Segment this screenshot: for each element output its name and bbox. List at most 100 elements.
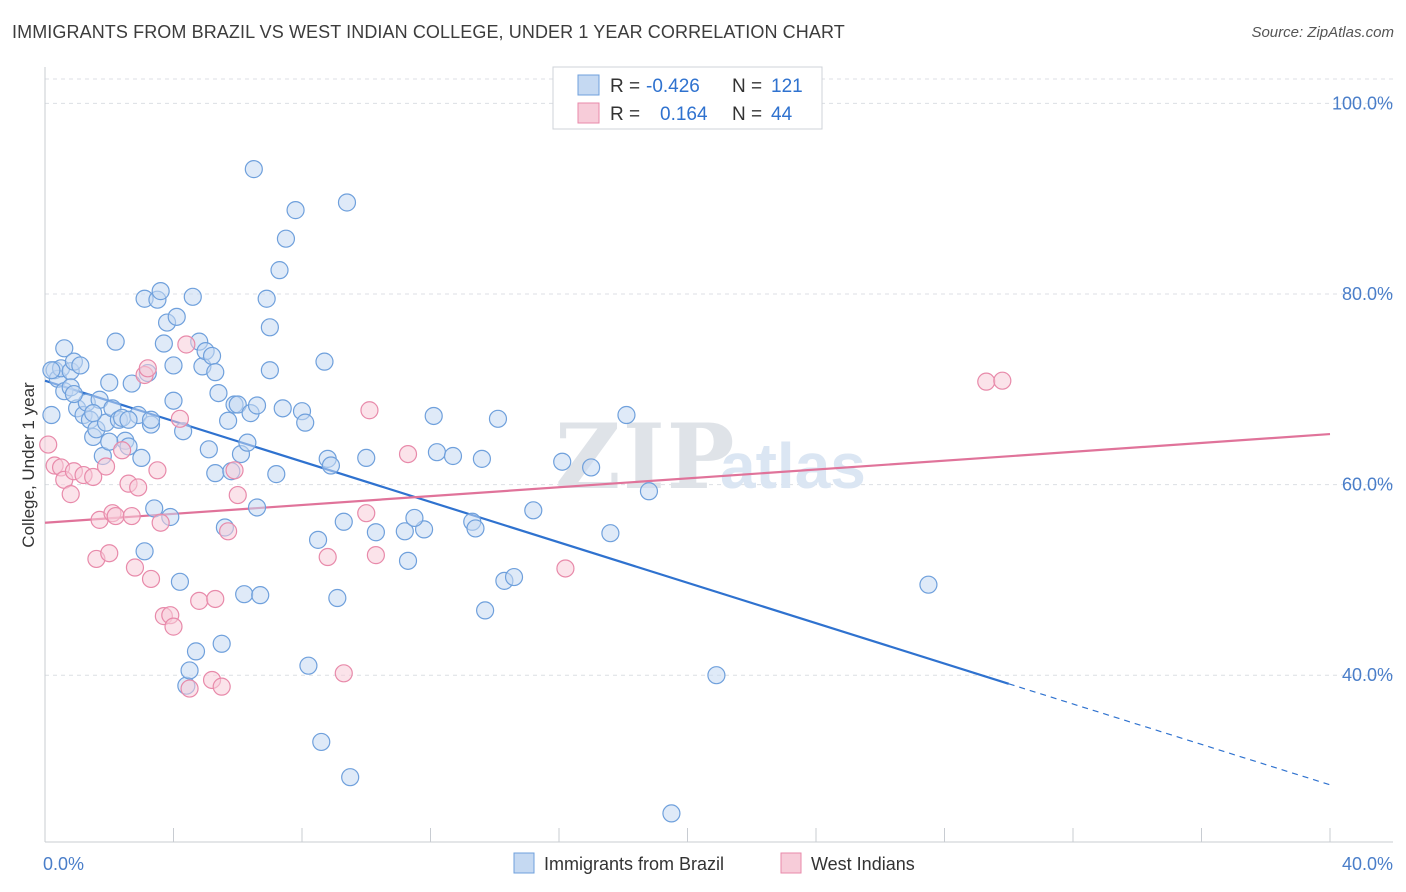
point-brazil [312, 732, 331, 752]
x-tick-label-min: 0.0% [43, 854, 84, 874]
point-west-indians [225, 461, 244, 480]
point-brazil [206, 464, 225, 483]
point-brazil [180, 661, 199, 680]
point-brazil [707, 666, 726, 685]
legend-n-label-1: N = [732, 76, 762, 97]
legend-swatch-west-indians [577, 102, 600, 124]
point-brazil [132, 448, 151, 468]
bottom-legend-swatch-brazil [513, 852, 535, 874]
point-west-indians [206, 589, 225, 609]
point-brazil [84, 404, 103, 423]
point-brazil [228, 395, 247, 414]
point-west-indians [190, 591, 209, 610]
point-brazil [398, 551, 418, 570]
point-brazil [106, 332, 125, 351]
point-brazil [186, 642, 206, 661]
point-brazil [170, 572, 190, 591]
y-tick-label: 60.0% [1342, 475, 1393, 495]
point-brazil [212, 634, 231, 653]
x-tick-label-max: 40.0% [1342, 854, 1393, 874]
point-brazil [202, 346, 222, 366]
point-brazil [238, 433, 257, 452]
point-west-indians [360, 401, 379, 420]
point-west-indians [993, 371, 1012, 390]
point-west-indians [170, 409, 190, 428]
axes [44, 67, 1393, 843]
point-brazil [100, 432, 119, 451]
point-brazil [247, 396, 267, 415]
point-brazil [219, 411, 238, 430]
point-west-indians [141, 569, 161, 589]
point-brazil [466, 519, 485, 538]
point-brazil [276, 229, 296, 248]
point-west-indians [177, 335, 196, 354]
point-brazil [337, 193, 357, 212]
point-brazil [524, 501, 543, 520]
point-brazil [247, 498, 267, 517]
point-brazil [164, 391, 183, 410]
legend-n-label-2: N = [732, 104, 762, 125]
point-west-indians [100, 544, 119, 563]
point-brazil [151, 282, 170, 301]
point-brazil [64, 384, 84, 404]
legend-r-label-2: R = [610, 104, 640, 125]
y-axis-label: College, Under 1 year [19, 382, 38, 548]
point-brazil [341, 768, 360, 787]
chart-title: IMMIGRANTS FROM BRAZIL VS WEST INDIAN CO… [12, 22, 845, 42]
bottom-legend-swatch-west-indians [780, 852, 802, 874]
point-brazil [334, 512, 353, 531]
point-brazil [183, 287, 202, 306]
point-brazil [267, 465, 286, 484]
point-brazil [315, 352, 334, 371]
point-brazil [119, 410, 138, 429]
y-tick-label: 40.0% [1342, 665, 1393, 685]
point-west-indians [112, 441, 132, 460]
point-west-indians [164, 617, 183, 636]
point-west-indians [96, 457, 116, 476]
point-brazil [42, 405, 61, 425]
point-brazil [601, 524, 620, 543]
point-brazil [662, 804, 681, 823]
point-west-indians [357, 504, 376, 523]
point-brazil [617, 405, 636, 425]
point-west-indians [334, 664, 353, 683]
point-west-indians [366, 546, 385, 565]
point-west-indians [122, 506, 141, 526]
point-brazil [553, 452, 572, 471]
point-brazil [488, 409, 508, 428]
point-brazil [308, 530, 328, 549]
point-west-indians [84, 467, 103, 487]
point-brazil [296, 413, 315, 432]
point-brazil [328, 588, 347, 608]
legend-swatch-brazil [577, 74, 600, 96]
legend-n-value-1: 121 [771, 76, 803, 97]
point-brazil [270, 261, 289, 280]
point-brazil [122, 374, 141, 393]
point-west-indians [129, 478, 148, 497]
bottom-legend-label-west-indians: West Indians [811, 854, 915, 874]
point-brazil [273, 399, 292, 418]
point-brazil [251, 586, 270, 605]
point-brazil [55, 339, 74, 358]
point-brazil [257, 289, 276, 308]
legend-n-value-2: 44 [771, 104, 793, 125]
point-brazil [472, 449, 491, 468]
point-brazil [141, 410, 161, 429]
point-west-indians [151, 513, 170, 532]
point-west-indians [977, 372, 996, 391]
point-west-indians [219, 522, 238, 541]
data-points [39, 160, 1012, 823]
point-west-indians [148, 461, 167, 480]
point-brazil [206, 363, 225, 382]
point-brazil [209, 383, 228, 403]
bottom-legend-label-brazil: Immigrants from Brazil [544, 854, 724, 874]
point-brazil [443, 446, 463, 466]
point-brazil [919, 575, 938, 594]
point-brazil [424, 406, 443, 426]
point-west-indians [125, 558, 145, 577]
point-brazil [135, 542, 154, 561]
point-brazil [154, 334, 173, 353]
point-west-indians [61, 485, 80, 504]
point-brazil [357, 448, 376, 468]
point-brazil [199, 440, 218, 459]
